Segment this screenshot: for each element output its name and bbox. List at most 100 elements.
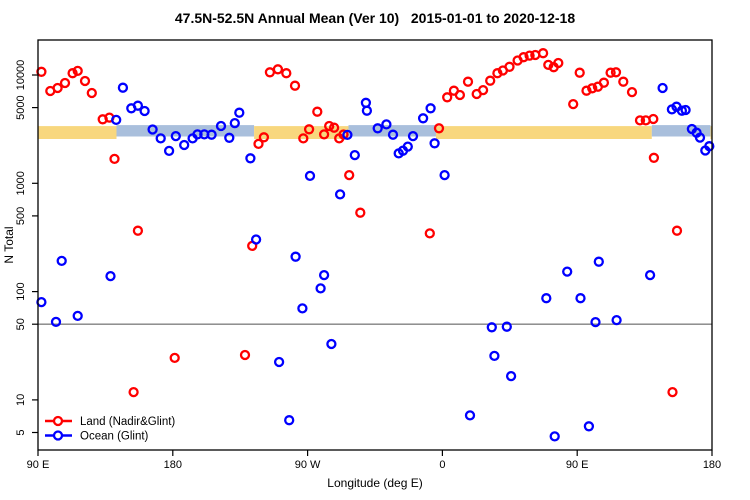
y-tick-label: 100 xyxy=(15,282,27,300)
data-point-land xyxy=(537,48,549,59)
ocean-band-segment xyxy=(116,125,255,137)
data-point-land xyxy=(626,86,638,98)
data-point-land xyxy=(253,138,264,150)
data-point-ocean xyxy=(486,322,497,333)
data-point-land xyxy=(298,133,309,144)
data-point-land xyxy=(667,386,678,398)
data-point-land xyxy=(79,75,91,87)
data-point-land xyxy=(424,228,435,239)
data-point-land xyxy=(67,68,78,79)
data-point-land xyxy=(553,57,564,69)
data-point-ocean xyxy=(387,129,399,140)
data-point-land xyxy=(610,67,622,78)
data-point-land xyxy=(338,129,349,140)
data-point-ocean xyxy=(273,356,285,368)
data-point-land xyxy=(618,76,629,87)
data-point-ocean xyxy=(179,139,190,151)
data-point-ocean xyxy=(50,316,62,328)
data-point-ocean xyxy=(139,105,150,117)
data-point-land xyxy=(258,132,270,143)
land-band-segment xyxy=(710,126,712,139)
data-point-ocean xyxy=(593,256,604,267)
data-point-ocean xyxy=(234,107,245,118)
data-point-land xyxy=(324,120,335,132)
land-band-segment xyxy=(436,126,652,139)
data-point-ocean xyxy=(250,234,262,245)
data-point-ocean xyxy=(215,120,227,132)
data-point-land xyxy=(132,225,144,236)
data-point-ocean xyxy=(315,283,326,294)
x-tick-label: 90 E xyxy=(27,459,50,471)
data-point-land xyxy=(86,87,97,99)
data-point-land xyxy=(574,67,585,78)
plot-border xyxy=(37,39,713,451)
data-point-ocean xyxy=(224,132,235,143)
data-point-ocean xyxy=(105,270,116,282)
data-point-land xyxy=(485,75,496,86)
data-point-ocean xyxy=(245,153,256,164)
legend-marker-circle xyxy=(52,430,64,441)
data-point-ocean xyxy=(562,266,573,277)
data-point-land xyxy=(109,153,120,165)
data-point-ocean xyxy=(56,255,67,267)
data-point-ocean xyxy=(147,124,158,135)
data-point-ocean xyxy=(284,415,295,426)
data-point-ocean xyxy=(704,141,715,152)
data-point-land xyxy=(52,82,63,94)
data-point-land xyxy=(355,207,366,218)
y-tick-label: 10 xyxy=(15,394,27,406)
data-point-ocean xyxy=(680,104,691,116)
x-tick-label: 90 W xyxy=(295,459,321,471)
data-point-land xyxy=(344,169,355,181)
data-point-ocean xyxy=(505,370,517,382)
data-point-land xyxy=(328,122,340,133)
y-tick-label: 500 xyxy=(15,207,27,225)
data-point-land xyxy=(128,386,139,398)
data-point-land xyxy=(462,76,474,87)
data-point-ocean xyxy=(155,133,166,144)
x-tick-label: 180 xyxy=(703,459,721,471)
data-point-ocean xyxy=(425,103,436,114)
data-point-ocean xyxy=(644,269,656,281)
data-point-land xyxy=(477,84,489,96)
data-point-land xyxy=(587,83,598,94)
data-point-land xyxy=(264,67,276,78)
x-tick-label: 180 xyxy=(164,459,182,471)
data-point-ocean xyxy=(304,170,316,182)
ocean-band-segment xyxy=(651,125,711,137)
y-tick-label: 10000 xyxy=(15,60,27,91)
data-point-land xyxy=(648,152,660,163)
data-point-ocean xyxy=(575,293,586,304)
y-tick-label: 5000 xyxy=(15,95,27,119)
data-point-land xyxy=(289,80,301,91)
data-point-ocean xyxy=(381,119,392,130)
data-point-ocean xyxy=(132,100,144,111)
data-point-ocean xyxy=(402,141,413,152)
data-point-ocean xyxy=(489,350,500,362)
data-point-ocean xyxy=(72,310,83,322)
y-tick-label: 1000 xyxy=(15,171,27,195)
legend-label: Ocean (Glint) xyxy=(80,431,149,443)
data-point-ocean xyxy=(694,132,706,143)
data-point-ocean xyxy=(407,130,419,142)
data-point-land xyxy=(72,65,83,77)
data-point-land xyxy=(272,64,284,75)
x-axis-label: Longitude (deg E) xyxy=(327,476,423,490)
data-point-ocean xyxy=(439,169,450,181)
data-point-land xyxy=(504,61,515,72)
data-point-ocean xyxy=(111,114,122,126)
data-point-ocean xyxy=(334,189,346,200)
data-point-ocean xyxy=(501,321,512,332)
data-point-land xyxy=(581,85,592,96)
data-point-land xyxy=(568,98,579,110)
data-point-ocean xyxy=(349,149,360,161)
data-point-land xyxy=(312,106,323,117)
x-tick-label: 90 E xyxy=(566,459,589,471)
data-point-ocean xyxy=(657,82,668,94)
data-point-ocean xyxy=(297,303,308,314)
data-point-land xyxy=(442,92,453,103)
data-point-ocean xyxy=(549,431,560,442)
data-point-ocean xyxy=(342,129,353,141)
data-point-land xyxy=(239,349,251,361)
